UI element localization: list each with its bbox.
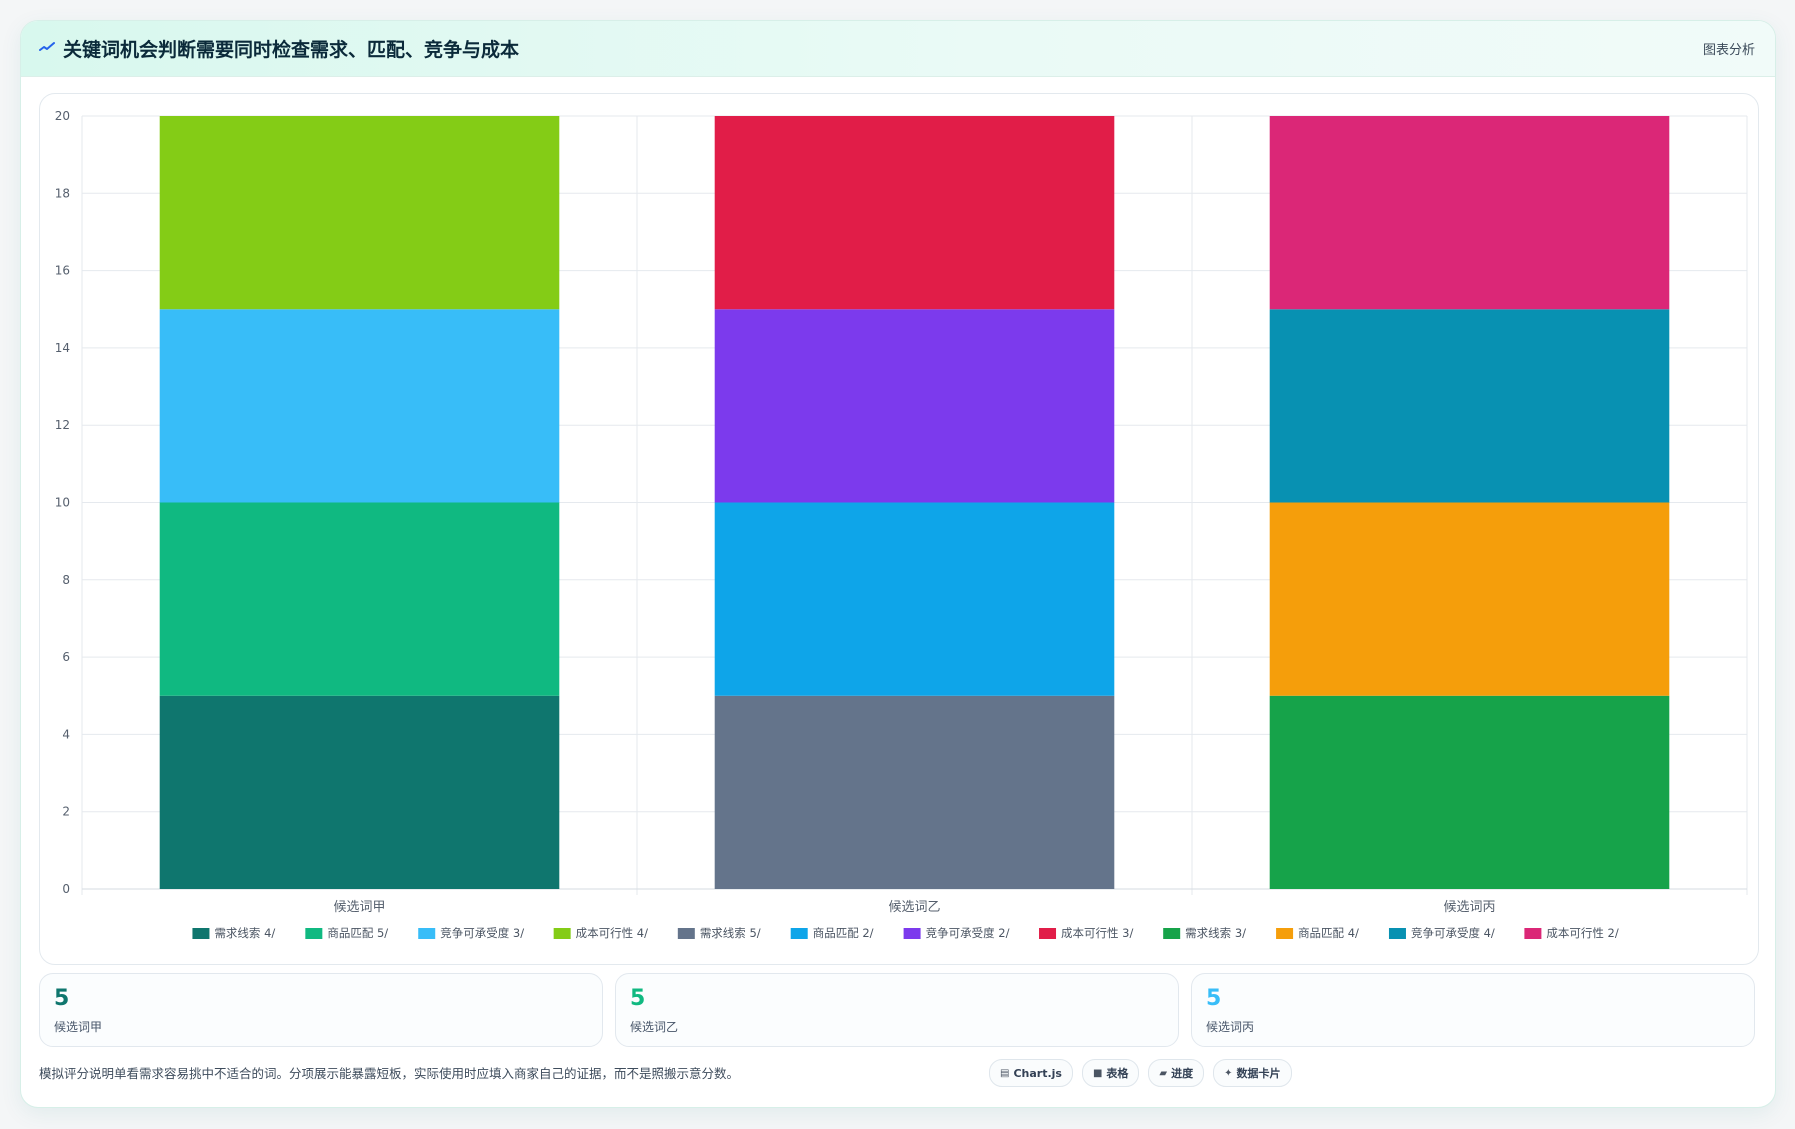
stat-value: 5 [54, 986, 70, 1011]
chart-icon: ▤ [1000, 1067, 1010, 1079]
legend-swatch [677, 928, 695, 939]
legend-swatch [305, 928, 323, 939]
y-tick-label: 18 [55, 186, 70, 200]
y-tick-label: 4 [62, 727, 70, 741]
bar-segment [714, 309, 1115, 503]
legend-label: 商品匹配 5/ [327, 926, 388, 940]
x-tick-label: 候选词丙 [1443, 900, 1495, 915]
stat-value: 5 [630, 986, 646, 1011]
footnote: 模拟评分说明单看需求容易挑中不适合的词。分项展示能暴露短板，实际使用时应填入商家… [39, 1066, 740, 1081]
sparkle-icon: ✦ [1224, 1067, 1233, 1079]
legend-swatch [1388, 928, 1406, 939]
legend-label: 成本可行性 3/ [1061, 926, 1133, 940]
legend-label: 竞争可承受度 3/ [440, 926, 524, 940]
y-tick-label: 20 [55, 109, 70, 123]
stat-card-1: 5 候选词甲 [39, 973, 603, 1047]
tag-list: ▤ Chart.js ■ 表格 ▰ 进度 ✦ 数据卡片 [989, 1059, 1292, 1087]
bar-segment [1269, 502, 1670, 696]
legend-label: 竞争可承受度 2/ [926, 926, 1010, 940]
data-card-tag[interactable]: ✦ 数据卡片 [1213, 1059, 1292, 1087]
legend-label: 成本可行性 4/ [576, 926, 648, 940]
bar-segment [714, 116, 1115, 310]
legend-label: 成本可行性 2/ [1546, 926, 1618, 940]
chartjs-tag[interactable]: ▤ Chart.js [989, 1059, 1073, 1087]
legend-swatch [1524, 928, 1542, 939]
stat-label: 候选词丙 [1206, 1020, 1255, 1034]
table-tag[interactable]: ■ 表格 [1081, 1059, 1140, 1087]
chart-panel: 关键词机会判断需要同时检查需求、匹配、竞争与成本 图表分析 0 2 4 6 8 10 12 1… [20, 20, 1776, 1108]
tag-label: 表格 [1106, 1067, 1129, 1080]
trend-line-icon [39, 42, 55, 51]
legend-label: 竞争可承受度 4/ [1411, 926, 1495, 940]
legend-swatch [790, 928, 808, 939]
legend-label: 商品匹配 4/ [1298, 926, 1359, 940]
bar-segment [159, 695, 560, 889]
bar-segment [159, 116, 560, 310]
stat-value: 5 [1206, 986, 1222, 1011]
legend-label: 需求线索 5/ [700, 926, 761, 940]
y-tick-label: 16 [55, 264, 70, 278]
y-tick-label: 6 [62, 650, 70, 664]
tag-label: 进度 [1171, 1067, 1194, 1080]
legend-swatch [903, 928, 921, 939]
chart-analysis-link[interactable]: 图表分析 [1702, 43, 1755, 58]
bar-segment [1269, 116, 1670, 310]
tag-label: Chart.js [1013, 1066, 1062, 1080]
legend-label: 需求线索 3/ [1185, 926, 1246, 940]
stat-card-2: 5 候选词乙 [615, 973, 1179, 1047]
bar-segment [159, 502, 560, 696]
legend-label: 商品匹配 2/ [813, 926, 874, 940]
table-icon: ■ [1092, 1067, 1103, 1079]
y-tick-label: 10 [55, 496, 70, 510]
panel-header: 关键词机会判断需要同时检查需求、匹配、竞争与成本 图表分析 [21, 21, 1775, 77]
x-tick-label: 候选词乙 [888, 900, 940, 915]
progress-tag[interactable]: ▰ 进度 [1148, 1059, 1205, 1087]
bar-segment [714, 502, 1115, 696]
bar-segment [714, 695, 1115, 889]
y-tick-label: 2 [62, 805, 70, 819]
legend-swatch [192, 928, 210, 939]
legend-label: 需求线索 4/ [214, 926, 275, 940]
y-tick-label: 0 [62, 882, 70, 896]
y-tick-label: 12 [55, 418, 70, 432]
y-tick-label: 14 [55, 341, 70, 355]
progress-icon: ▰ [1159, 1067, 1168, 1079]
legend-swatch [418, 928, 436, 939]
bar-segment [1269, 309, 1670, 503]
stat-label: 候选词甲 [54, 1020, 103, 1034]
legend-swatch [1276, 928, 1294, 939]
legend-swatch [1163, 928, 1181, 939]
y-tick-label: 8 [62, 573, 70, 587]
tag-label: 数据卡片 [1236, 1067, 1281, 1080]
page-title: 关键词机会判断需要同时检查需求、匹配、竞争与成本 [63, 39, 520, 61]
legend-swatch [553, 928, 571, 939]
legend-swatch [1039, 928, 1057, 939]
bar-segment [1269, 695, 1670, 889]
stat-card-3: 5 候选词丙 [1191, 973, 1755, 1047]
x-tick-label: 候选词甲 [333, 900, 385, 915]
chart-card: 0 2 4 6 8 10 12 14 16 18 20 候选词甲 候选词乙 候选词丙需求线索 4/商品匹配… [39, 93, 1759, 965]
bar-segment [159, 309, 560, 503]
stat-label: 候选词乙 [630, 1020, 679, 1034]
